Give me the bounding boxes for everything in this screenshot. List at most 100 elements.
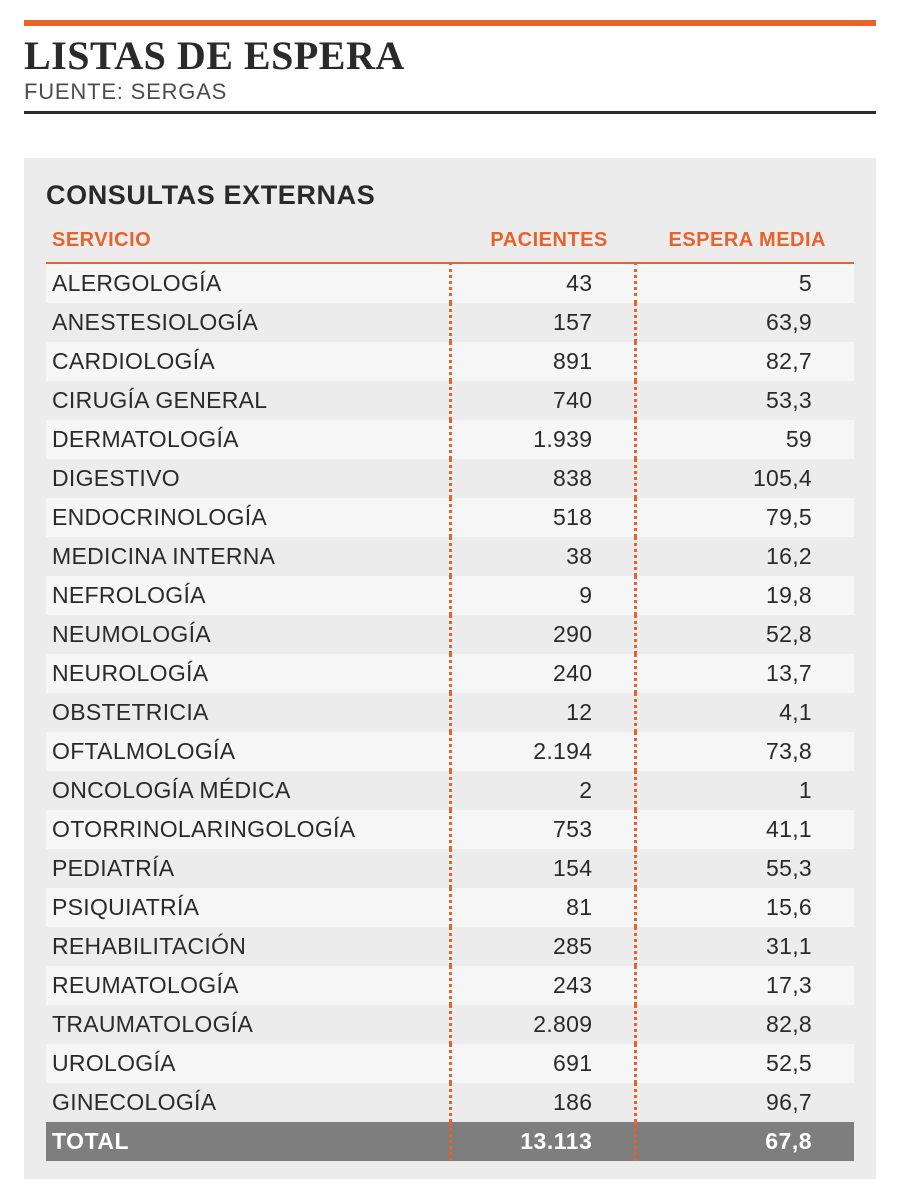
cell-servicio: DIGESTIVO <box>46 459 450 498</box>
table-consultas: SERVICIO PACIENTES ESPERA MEDIA ALERGOLO… <box>46 221 854 1161</box>
cell-espera: 63,9 <box>636 303 854 342</box>
cell-espera: 1 <box>636 771 854 810</box>
cell-servicio: ONCOLOGÍA MÉDICA <box>46 771 450 810</box>
cell-pacientes: 154 <box>450 849 636 888</box>
section-consultas-externas: CONSULTAS EXTERNAS SERVICIO PACIENTES ES… <box>24 158 876 1179</box>
accent-rule <box>24 20 876 26</box>
table-row: DIGESTIVO838105,4 <box>46 459 854 498</box>
cell-pacientes: 290 <box>450 615 636 654</box>
table-row: GINECOLOGÍA18696,7 <box>46 1083 854 1122</box>
col-header-pacientes: PACIENTES <box>450 221 636 263</box>
cell-espera: 82,8 <box>636 1005 854 1044</box>
cell-pacientes: 740 <box>450 381 636 420</box>
cell-pacientes: 2 <box>450 771 636 810</box>
table-row: NEFROLOGÍA919,8 <box>46 576 854 615</box>
cell-pacientes: 9 <box>450 576 636 615</box>
cell-pacientes: 240 <box>450 654 636 693</box>
source-label: FUENTE: <box>24 79 124 104</box>
section-title: CONSULTAS EXTERNAS <box>46 158 854 221</box>
cell-servicio: ALERGOLOGÍA <box>46 263 450 303</box>
cell-servicio: OTORRINOLARINGOLOGÍA <box>46 810 450 849</box>
cell-pacientes: 81 <box>450 888 636 927</box>
header-block: LISTAS DE ESPERA FUENTE: SERGAS <box>24 32 876 114</box>
cell-espera: 96,7 <box>636 1083 854 1122</box>
cell-pacientes: 753 <box>450 810 636 849</box>
cell-espera: 16,2 <box>636 537 854 576</box>
cell-pacientes: 891 <box>450 342 636 381</box>
cell-espera: 13,7 <box>636 654 854 693</box>
cell-servicio: CARDIOLOGÍA <box>46 342 450 381</box>
cell-pacientes: 518 <box>450 498 636 537</box>
cell-servicio: NEFROLOGÍA <box>46 576 450 615</box>
table-row: ANESTESIOLOGÍA15763,9 <box>46 303 854 342</box>
table-row: PSIQUIATRÍA8115,6 <box>46 888 854 927</box>
cell-servicio: REHABILITACIÓN <box>46 927 450 966</box>
cell-servicio: MEDICINA INTERNA <box>46 537 450 576</box>
cell-pacientes: 2.809 <box>450 1005 636 1044</box>
cell-servicio: CIRUGÍA GENERAL <box>46 381 450 420</box>
cell-servicio: OFTALMOLOGÍA <box>46 732 450 771</box>
cell-servicio: NEUROLOGÍA <box>46 654 450 693</box>
table-row: ONCOLOGÍA MÉDICA21 <box>46 771 854 810</box>
cell-servicio: PSIQUIATRÍA <box>46 888 450 927</box>
cell-servicio: REUMATOLOGÍA <box>46 966 450 1005</box>
table-row: OFTALMOLOGÍA2.19473,8 <box>46 732 854 771</box>
table-row: NEUMOLOGÍA29052,8 <box>46 615 854 654</box>
table-row: NEUROLOGÍA24013,7 <box>46 654 854 693</box>
cell-espera: 52,5 <box>636 1044 854 1083</box>
table-row: MEDICINA INTERNA3816,2 <box>46 537 854 576</box>
table-row: CIRUGÍA GENERAL74053,3 <box>46 381 854 420</box>
cell-total-label: TOTAL <box>46 1122 450 1161</box>
source-line: FUENTE: SERGAS <box>24 79 876 105</box>
cell-espera: 105,4 <box>636 459 854 498</box>
table-row: REHABILITACIÓN28531,1 <box>46 927 854 966</box>
cell-pacientes: 243 <box>450 966 636 1005</box>
table-row: ENDOCRINOLOGÍA51879,5 <box>46 498 854 537</box>
cell-espera: 31,1 <box>636 927 854 966</box>
cell-espera: 59 <box>636 420 854 459</box>
cell-servicio: NEUMOLOGÍA <box>46 615 450 654</box>
cell-servicio: ANESTESIOLOGÍA <box>46 303 450 342</box>
table-row: ALERGOLOGÍA435 <box>46 263 854 303</box>
cell-espera: 5 <box>636 263 854 303</box>
cell-pacientes: 2.194 <box>450 732 636 771</box>
cell-servicio: PEDIATRÍA <box>46 849 450 888</box>
table-total-row: TOTAL13.11367,8 <box>46 1122 854 1161</box>
cell-pacientes: 186 <box>450 1083 636 1122</box>
cell-servicio: TRAUMATOLOGÍA <box>46 1005 450 1044</box>
col-header-servicio: SERVICIO <box>46 221 450 263</box>
cell-servicio: ENDOCRINOLOGÍA <box>46 498 450 537</box>
table-row: UROLOGÍA69152,5 <box>46 1044 854 1083</box>
table-row: REUMATOLOGÍA24317,3 <box>46 966 854 1005</box>
cell-espera: 52,8 <box>636 615 854 654</box>
cell-pacientes: 43 <box>450 263 636 303</box>
cell-pacientes: 1.939 <box>450 420 636 459</box>
table-row: OTORRINOLARINGOLOGÍA75341,1 <box>46 810 854 849</box>
cell-espera: 4,1 <box>636 693 854 732</box>
cell-total-espera: 67,8 <box>636 1122 854 1161</box>
cell-espera: 41,1 <box>636 810 854 849</box>
cell-servicio: DERMATOLOGÍA <box>46 420 450 459</box>
cell-pacientes: 838 <box>450 459 636 498</box>
cell-pacientes: 285 <box>450 927 636 966</box>
cell-total-pacientes: 13.113 <box>450 1122 636 1161</box>
cell-espera: 82,7 <box>636 342 854 381</box>
cell-espera: 19,8 <box>636 576 854 615</box>
table-body: ALERGOLOGÍA435ANESTESIOLOGÍA15763,9CARDI… <box>46 263 854 1161</box>
cell-servicio: GINECOLOGÍA <box>46 1083 450 1122</box>
cell-espera: 79,5 <box>636 498 854 537</box>
cell-espera: 55,3 <box>636 849 854 888</box>
table-row: OBSTETRICIA124,1 <box>46 693 854 732</box>
cell-pacientes: 12 <box>450 693 636 732</box>
cell-pacientes: 157 <box>450 303 636 342</box>
cell-espera: 15,6 <box>636 888 854 927</box>
cell-servicio: UROLOGÍA <box>46 1044 450 1083</box>
cell-espera: 73,8 <box>636 732 854 771</box>
cell-espera: 53,3 <box>636 381 854 420</box>
cell-servicio: OBSTETRICIA <box>46 693 450 732</box>
table-row: PEDIATRÍA15455,3 <box>46 849 854 888</box>
col-header-espera: ESPERA MEDIA <box>636 221 854 263</box>
cell-espera: 17,3 <box>636 966 854 1005</box>
page-title: LISTAS DE ESPERA <box>24 32 876 79</box>
cell-pacientes: 691 <box>450 1044 636 1083</box>
